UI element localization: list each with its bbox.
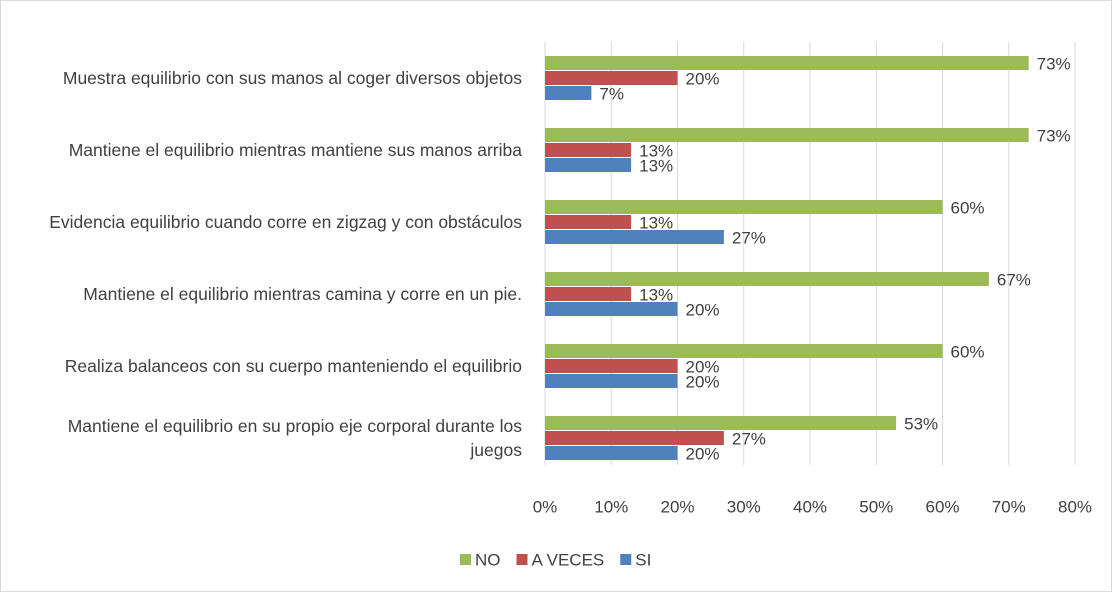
data-label: 53% [904, 414, 938, 433]
legend-label: NO [475, 550, 501, 569]
data-label: 20% [686, 444, 720, 463]
x-tick-label: 50% [859, 497, 893, 516]
bar [545, 446, 678, 460]
x-tick-label: 40% [793, 497, 827, 516]
data-label: 20% [686, 69, 720, 88]
category-label: Mantiene el equilibrio en su propio eje … [67, 416, 522, 460]
data-label: 13% [639, 141, 673, 160]
data-label: 27% [732, 228, 766, 247]
bar [545, 71, 678, 85]
bar [545, 287, 632, 301]
bar [545, 143, 632, 157]
bar [545, 344, 943, 358]
legend-swatch [516, 554, 528, 565]
data-label: 73% [1037, 126, 1071, 145]
bar [545, 359, 678, 373]
x-tick-label: 20% [660, 497, 694, 516]
legend-label: A VECES [532, 550, 605, 569]
data-label: 67% [997, 270, 1031, 289]
bar [545, 158, 632, 172]
legend-swatch [620, 554, 632, 565]
bar [545, 56, 1029, 70]
data-label: 13% [639, 285, 673, 304]
category-label: Mantiene el equilibrio mientras camina y… [83, 284, 522, 304]
x-tick-label: 60% [925, 497, 959, 516]
bar [545, 302, 678, 316]
legend-swatch [460, 554, 471, 565]
data-label: 20% [686, 300, 720, 319]
data-label: 60% [951, 342, 985, 361]
legend-label: SI [635, 550, 651, 569]
bar [545, 215, 632, 229]
bar [545, 230, 724, 244]
bar [545, 86, 592, 100]
category-label: Realiza balanceos con su cuerpo mantenie… [64, 356, 522, 376]
bar [545, 200, 943, 214]
data-label: 20% [686, 357, 720, 376]
category-label: Evidencia equilibrio cuando corre en zig… [49, 212, 522, 232]
bar [545, 374, 678, 388]
bar [545, 431, 724, 445]
data-label: 7% [599, 84, 624, 103]
data-label: 20% [686, 372, 720, 391]
x-tick-label: 70% [992, 497, 1026, 516]
x-tick-label: 0% [533, 497, 558, 516]
data-label: 27% [732, 429, 766, 448]
data-label: 13% [639, 156, 673, 175]
category-label: Muestra equilibrio con sus manos al coge… [62, 68, 522, 88]
bar [545, 272, 989, 286]
x-tick-label: 10% [594, 497, 628, 516]
bar [545, 416, 897, 430]
data-label: 13% [639, 213, 673, 232]
x-tick-label: 80% [1058, 497, 1092, 516]
x-tick-label: 30% [727, 497, 761, 516]
bar [545, 128, 1029, 142]
data-label: 73% [1037, 54, 1071, 73]
category-label: Mantiene el equilibrio mientras mantiene… [68, 140, 522, 160]
data-label: 60% [951, 198, 985, 217]
